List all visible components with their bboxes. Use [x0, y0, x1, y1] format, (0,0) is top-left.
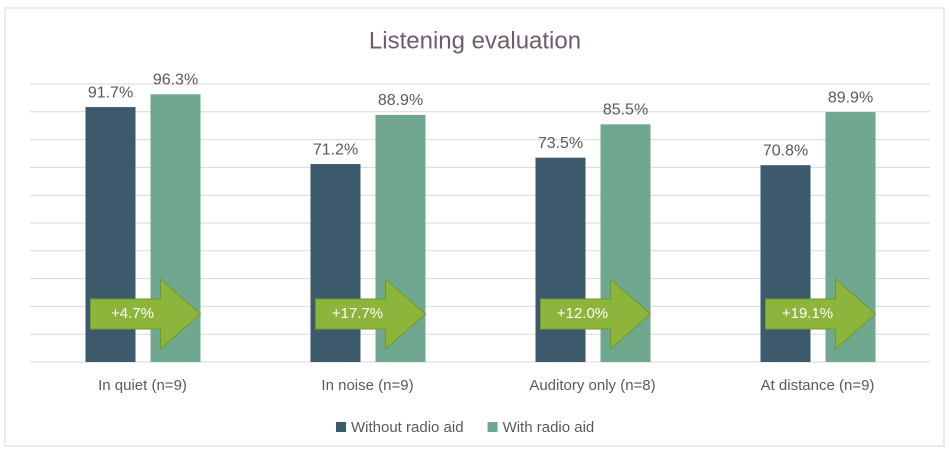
arrow: [90, 277, 202, 351]
data-label: 71.2%: [313, 141, 358, 158]
arrow: [765, 277, 877, 351]
x-tick-label: In quiet (n=9): [98, 377, 187, 394]
legend-label: Without radio aid: [351, 419, 464, 436]
arrow: [540, 277, 652, 351]
data-label: 88.9%: [378, 92, 423, 109]
annotation: +19.1%: [782, 305, 833, 322]
arrow: [315, 277, 427, 351]
data-label: 96.3%: [153, 72, 198, 89]
data-label: 73.5%: [538, 135, 583, 152]
legend-swatch: [336, 422, 346, 432]
data-label: 91.7%: [88, 84, 133, 101]
legend-label: With radio aid: [503, 419, 595, 436]
annotation: +4.7%: [111, 305, 154, 322]
data-label: 89.9%: [828, 89, 873, 106]
legend-swatch: [487, 422, 498, 432]
data-label: 85.5%: [603, 102, 648, 119]
annotation: +17.7%: [332, 305, 383, 322]
x-tick-label: Auditory only (n=8): [529, 377, 655, 394]
annotation: +12.0%: [557, 305, 608, 322]
x-tick-label: In noise (n=9): [321, 377, 413, 394]
x-tick-label: At distance (n=9): [761, 377, 875, 394]
bar: [535, 157, 586, 362]
bar: [310, 164, 361, 362]
bar: [760, 165, 811, 362]
data-label: 70.8%: [763, 142, 808, 159]
chart-title: Listening evaluation: [369, 27, 581, 54]
